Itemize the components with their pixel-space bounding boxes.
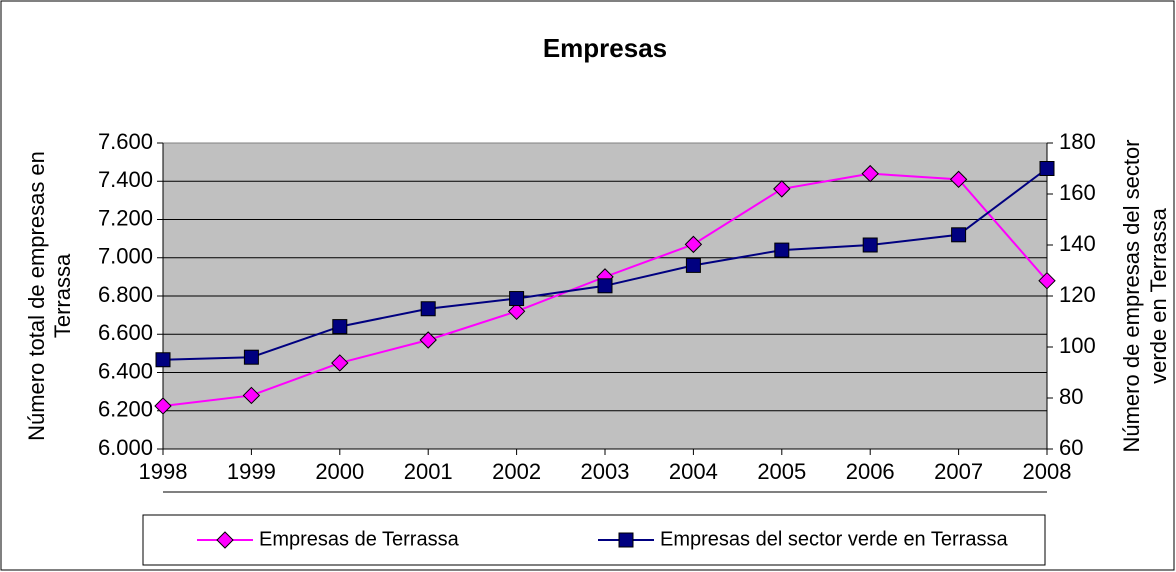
x-tick-label: 1999 (227, 459, 276, 484)
legend-label: Empresas del sector verde en Terrassa (660, 528, 1008, 550)
x-tick-label: 2001 (404, 459, 453, 484)
y2-tick-label: 160 (1059, 180, 1096, 205)
marker (331, 354, 349, 372)
marker (155, 352, 171, 368)
y-tick-label: 7.000 (98, 244, 153, 269)
legend-marker (618, 532, 634, 548)
x-tick-label: 2000 (315, 459, 364, 484)
y-tick-label: 6.400 (98, 358, 153, 383)
y2-tick-label: 100 (1059, 333, 1096, 358)
marker (242, 386, 261, 405)
legend-marker (216, 531, 234, 549)
x-tick-label: 2004 (669, 459, 718, 484)
marker (774, 242, 790, 258)
marker (861, 164, 879, 183)
y-tick-label: 6.800 (98, 282, 153, 307)
marker (773, 180, 791, 198)
x-tick-label: 2005 (757, 459, 806, 484)
marker (332, 319, 348, 335)
marker (1038, 271, 1056, 290)
marker (949, 170, 968, 189)
x-tick-label: 2007 (934, 459, 983, 484)
y-axis-title: Terrassa (50, 253, 75, 338)
x-tick-label: 2008 (1023, 459, 1072, 484)
y2-axis-title: Número de empresas del sector (1119, 139, 1144, 452)
marker (684, 235, 703, 254)
y-tick-label: 7.200 (98, 205, 153, 230)
y-tick-label: 7.400 (98, 167, 153, 192)
y2-tick-label: 120 (1059, 282, 1096, 307)
marker (419, 331, 437, 349)
y-tick-label: 7.600 (98, 129, 153, 154)
marker (507, 302, 526, 321)
y2-tick-label: 180 (1059, 129, 1096, 154)
y2-tick-label: 140 (1059, 231, 1096, 256)
legend-box (142, 514, 1046, 566)
x-tick-label: 2002 (492, 459, 541, 484)
chart-title: Empresas (543, 33, 667, 63)
y-tick-label: 6.200 (98, 397, 153, 422)
y-axis-title: Número total de empresas en (24, 151, 49, 441)
marker (243, 349, 259, 365)
marker (154, 397, 172, 415)
marker (420, 301, 436, 317)
y2-tick-label: 60 (1059, 435, 1083, 460)
y-tick-label: 6.600 (98, 320, 153, 345)
legend-label: Empresas de Terrassa (259, 528, 460, 550)
marker (862, 237, 878, 253)
x-tick-label: 2006 (846, 459, 895, 484)
y-tick-label: 6.000 (98, 435, 153, 460)
marker (1039, 161, 1055, 176)
marker (951, 227, 967, 243)
x-tick-label: 1998 (139, 459, 188, 484)
marker (685, 257, 701, 273)
y2-axis-title: verde en Terrassa (1146, 207, 1171, 383)
y2-tick-label: 80 (1059, 384, 1083, 409)
marker (597, 278, 613, 294)
x-tick-label: 2003 (581, 459, 630, 484)
marker (509, 291, 525, 307)
